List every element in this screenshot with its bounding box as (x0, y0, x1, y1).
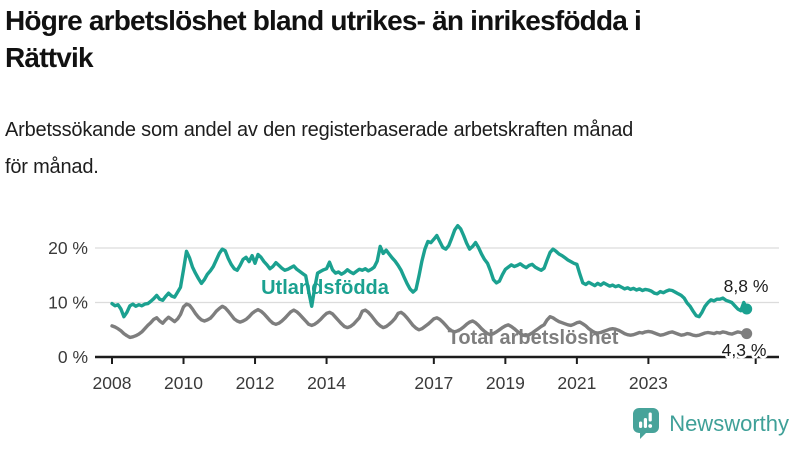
x-tick-label: 2014 (307, 373, 346, 393)
newsworthy-logo: Newsworthy (632, 407, 789, 441)
x-tick-label: 2008 (93, 373, 132, 393)
title-line-1: Högre arbetslöshet bland utrikes- än inr… (5, 5, 642, 36)
x-tick-label: 2019 (486, 373, 525, 393)
end-value-label-total: 4,3 % (722, 340, 767, 360)
line-total-arbetsl-shet (110, 302, 749, 340)
y-tick-label: 0 % (58, 347, 88, 367)
end-dot (741, 303, 753, 315)
chart-plot-area: 2008 2010 2012 2014 2017 2019 2021 2023 0 % 10 % 2… (48, 224, 779, 393)
x-tick-label: 2023 (629, 373, 668, 393)
y-tick-label: 20 % (48, 238, 88, 258)
y-tick-label: 10 % (48, 293, 88, 313)
end-dot (741, 328, 753, 340)
end-value-label-utlandsfodda: 8,8 % (724, 276, 769, 296)
chart-subtitle: Arbetssökande som andel av den registerb… (5, 112, 633, 186)
series-label-total-arbetsloshet: Total arbetslöshet (448, 327, 619, 349)
subtitle-line-1: Arbetssökande som andel av den registerb… (5, 119, 634, 141)
subtitle-line-2: för månad. (5, 156, 99, 178)
newsworthy-logo-text: Newsworthy (669, 411, 789, 436)
x-tick-label: 2021 (557, 373, 596, 393)
page-title: Högre arbetslöshet bland utrikes- än inr… (5, 2, 642, 76)
x-tick-label: 2012 (236, 373, 275, 393)
series-label-utlandsfodda: Utlandsfödda (261, 277, 390, 299)
line-utlandsf-dda (110, 224, 749, 319)
x-tick-label: 2010 (164, 373, 203, 393)
x-tick-label: 2017 (414, 373, 453, 393)
title-line-2: Rättvik (5, 42, 94, 73)
newsworthy-bubble-chart-icon (633, 408, 660, 439)
